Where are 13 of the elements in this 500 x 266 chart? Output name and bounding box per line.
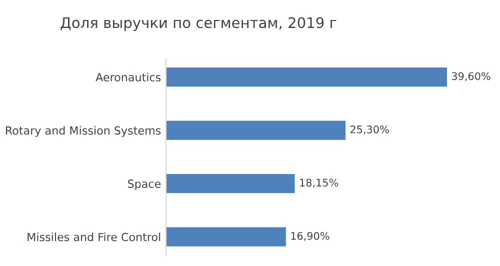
y-tick-label: Aeronautics	[96, 72, 161, 82]
y-tick-label: Space	[128, 180, 161, 190]
bar	[166, 67, 447, 87]
bar	[166, 227, 286, 246]
data-label: 25,30%	[350, 125, 389, 134]
data-label: 39,60%	[452, 72, 490, 82]
data-label: 16,90%	[291, 232, 330, 241]
y-tick-label: Rotary and Mission Systems	[6, 126, 161, 137]
chart-title: Доля выручки по сегментам, 2019 г	[60, 17, 336, 31]
bar	[166, 120, 346, 140]
bar	[166, 174, 295, 194]
y-tick-label: Missiles and Fire Control	[28, 232, 160, 242]
data-label: 18,15%	[300, 178, 338, 188]
